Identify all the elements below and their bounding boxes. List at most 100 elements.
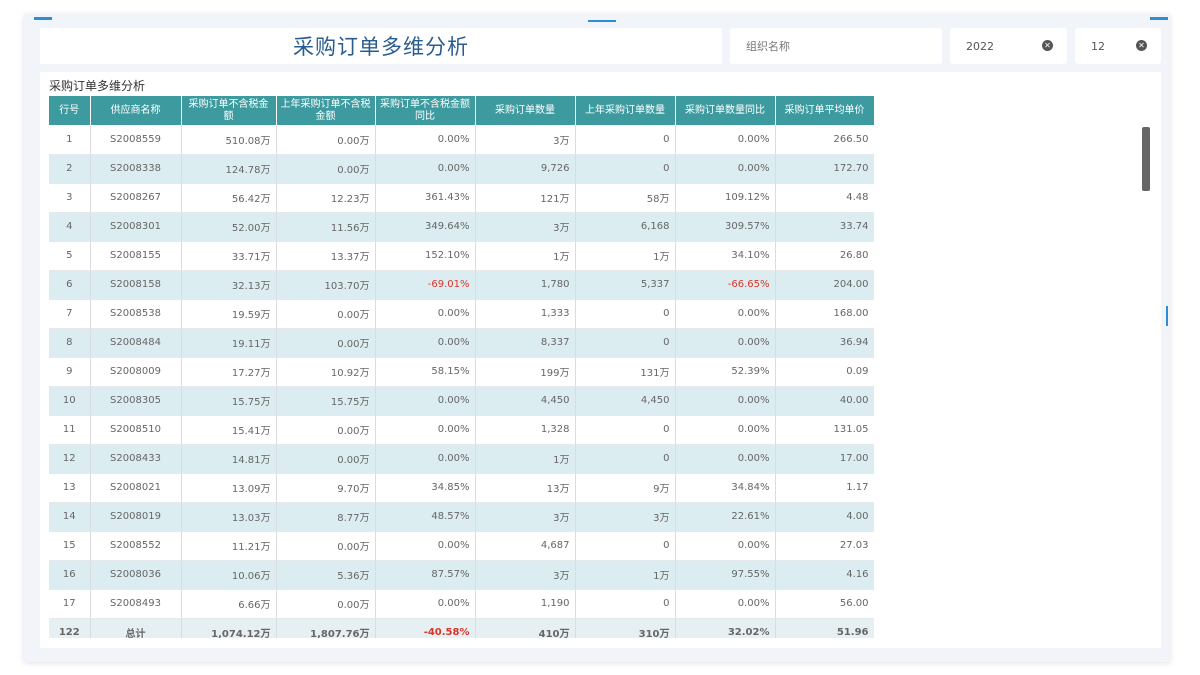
table-cell: 2 bbox=[49, 154, 91, 184]
table-cell: 19.59万 bbox=[181, 299, 277, 329]
table-cell: 0.00% bbox=[375, 154, 476, 184]
table-row[interactable]: 5 S2008155 33.71万 13.37万 152.10% 1万 1万 34.10% 26… bbox=[49, 241, 874, 271]
table-cell: 34.85% bbox=[375, 473, 476, 503]
column-header[interactable]: 采购订单数量同比 bbox=[675, 96, 776, 125]
table-cell: 0.00% bbox=[375, 531, 476, 561]
table-cell: 266.50 bbox=[775, 125, 874, 155]
table-cell: S2008036 bbox=[90, 560, 182, 590]
table-cell: 14 bbox=[49, 502, 91, 532]
table-row[interactable]: 8 S2008484 19.11万 0.00万 0.00% 8,337 0 0.00% 36.9… bbox=[49, 328, 874, 358]
table-row[interactable]: 2 S2008338 124.78万 0.00万 0.00% 9,726 0 0.00% 172… bbox=[49, 154, 874, 184]
table-cell: 13万 bbox=[475, 473, 576, 503]
table-cell: S2008021 bbox=[90, 473, 182, 503]
table-cell: 3万 bbox=[475, 125, 576, 155]
table-cell: 3万 bbox=[475, 560, 576, 590]
table-cell: 12 bbox=[49, 444, 91, 474]
frame-accent-center bbox=[588, 20, 616, 22]
table-row[interactable]: 13 S2008021 13.09万 9.70万 34.85% 13万 9万 34.84% 1.… bbox=[49, 473, 874, 503]
table-row[interactable]: 17 S2008493 6.66万 0.00万 0.00% 1,190 0 0.00% 56.0… bbox=[49, 589, 874, 619]
table-row[interactable]: 3 S2008267 56.42万 12.23万 361.43% 121万 58万 109.1… bbox=[49, 183, 874, 213]
column-header[interactable]: 上年采购订单不含税金额 bbox=[276, 96, 376, 125]
table-cell: 1 bbox=[49, 125, 91, 155]
frame-accent-right bbox=[1150, 17, 1168, 20]
table-cell: 0.00万 bbox=[276, 589, 376, 619]
table-cell: 103.70万 bbox=[276, 270, 376, 300]
scrollbar-thumb[interactable] bbox=[1142, 127, 1150, 191]
table-cell: 5.36万 bbox=[276, 560, 376, 590]
table-cell: 0.00% bbox=[675, 531, 776, 561]
table-cell: 3万 bbox=[475, 502, 576, 532]
table-cell: 87.57% bbox=[375, 560, 476, 590]
table-cell: 0 bbox=[575, 125, 676, 155]
table-cell: S2008019 bbox=[90, 502, 182, 532]
table-cell: 10 bbox=[49, 386, 91, 416]
table-cell: 172.70 bbox=[775, 154, 874, 184]
table-row[interactable]: 11 S2008510 15.41万 0.00万 0.00% 1,328 0 0.00% 131… bbox=[49, 415, 874, 445]
total-cell: 32.02% bbox=[675, 618, 776, 638]
column-header[interactable]: 采购订单平均单价 bbox=[775, 96, 874, 125]
table-cell: 11.21万 bbox=[181, 531, 277, 561]
table-cell: 199万 bbox=[475, 357, 576, 387]
table-cell: 0 bbox=[575, 154, 676, 184]
table-cell: 309.57% bbox=[675, 212, 776, 242]
table-cell: 4.48 bbox=[775, 183, 874, 213]
table-cell: 9万 bbox=[575, 473, 676, 503]
total-cell: 1,807.76万 bbox=[276, 618, 376, 638]
table-row[interactable]: 12 S2008433 14.81万 0.00万 0.00% 1万 0 0.00% 17.00 bbox=[49, 444, 874, 474]
total-cell: 51.96 bbox=[775, 618, 874, 638]
table-cell: 4,450 bbox=[575, 386, 676, 416]
column-header[interactable]: 采购订单不含税金额 bbox=[181, 96, 277, 125]
table-cell: 19.11万 bbox=[181, 328, 277, 358]
table-row[interactable]: 4 S2008301 52.00万 11.56万 349.64% 3万 6,168 309.5… bbox=[49, 212, 874, 242]
year-filter[interactable]: 2022 ✕ bbox=[950, 28, 1067, 64]
table-scroll-area[interactable]: 行号 供应商名称 采购订单不含税金额 上年采购订单不含税金额 采购订单不含税金额同比 采购… bbox=[49, 96, 874, 638]
table-cell: 22.61% bbox=[675, 502, 776, 532]
table-cell: 0.00% bbox=[675, 386, 776, 416]
month-filter[interactable]: 12 ✕ bbox=[1075, 28, 1161, 64]
table-cell: 0.00% bbox=[375, 444, 476, 474]
table-cell: 4.16 bbox=[775, 560, 874, 590]
table-cell: S2008338 bbox=[90, 154, 182, 184]
column-header[interactable]: 采购订单数量 bbox=[475, 96, 576, 125]
table-cell: 7 bbox=[49, 299, 91, 329]
table-cell: 0.00万 bbox=[276, 444, 376, 474]
table-row[interactable]: 7 S2008538 19.59万 0.00万 0.00% 1,333 0 0.00% 168.… bbox=[49, 299, 874, 329]
table-cell: 58.15% bbox=[375, 357, 476, 387]
table-cell: 0 bbox=[575, 531, 676, 561]
table-cell: S2008493 bbox=[90, 589, 182, 619]
table-row[interactable]: 16 S2008036 10.06万 5.36万 87.57% 3万 1万 97.55% 4.1… bbox=[49, 560, 874, 590]
column-header[interactable]: 供应商名称 bbox=[90, 96, 182, 125]
org-filter[interactable]: 组织名称 bbox=[730, 28, 942, 64]
table-cell: 13.03万 bbox=[181, 502, 277, 532]
table-cell: 8 bbox=[49, 328, 91, 358]
table-cell: 3 bbox=[49, 183, 91, 213]
table-cell: 0.09 bbox=[775, 357, 874, 387]
table-cell: 6,168 bbox=[575, 212, 676, 242]
clear-icon[interactable]: ✕ bbox=[1042, 40, 1053, 51]
clear-icon[interactable]: ✕ bbox=[1136, 40, 1147, 51]
table-row[interactable]: 9 S2008009 17.27万 10.92万 58.15% 199万 131万 52.39… bbox=[49, 357, 874, 387]
column-header[interactable]: 行号 bbox=[49, 96, 91, 125]
table-row[interactable]: 6 S2008158 32.13万 103.70万 -69.01% 1,780 5,337-… bbox=[49, 270, 874, 300]
table-cell: 9,726 bbox=[475, 154, 576, 184]
table-cell: S2008305 bbox=[90, 386, 182, 416]
purchase-order-table: 行号 供应商名称 采购订单不含税金额 上年采购订单不含税金额 采购订单不含税金额同比 采购… bbox=[49, 96, 874, 638]
table-cell: 48.57% bbox=[375, 502, 476, 532]
table-row[interactable]: 10 S2008305 15.75万 15.75万 0.00% 4,450 4,450 0.0… bbox=[49, 386, 874, 416]
column-header[interactable]: 采购订单不含税金额同比 bbox=[375, 96, 476, 125]
table-cell: 8,337 bbox=[475, 328, 576, 358]
table-row[interactable]: 14 S2008019 13.03万 8.77万 48.57% 3万 3万 22.61% 4.0… bbox=[49, 502, 874, 532]
total-cell: 410万 bbox=[475, 618, 576, 638]
column-header[interactable]: 上年采购订单数量 bbox=[575, 96, 676, 125]
table-cell: 1,328 bbox=[475, 415, 576, 445]
table-row[interactable]: 1 S2008559 510.08万 0.00万 0.00% 3万 0 0.00% 266.50 bbox=[49, 125, 874, 155]
table-cell: 0.00% bbox=[375, 589, 476, 619]
table-cell: 0.00% bbox=[675, 125, 776, 155]
table-row[interactable]: 15 S2008552 11.21万 0.00万 0.00% 4,687 0 0.00% 27.… bbox=[49, 531, 874, 561]
table-cell: 0 bbox=[575, 415, 676, 445]
table-cell: 0.00% bbox=[675, 415, 776, 445]
table-cell: S2008267 bbox=[90, 183, 182, 213]
table-cell: 40.00 bbox=[775, 386, 874, 416]
table-cell: 361.43% bbox=[375, 183, 476, 213]
table-cell: 6 bbox=[49, 270, 91, 300]
